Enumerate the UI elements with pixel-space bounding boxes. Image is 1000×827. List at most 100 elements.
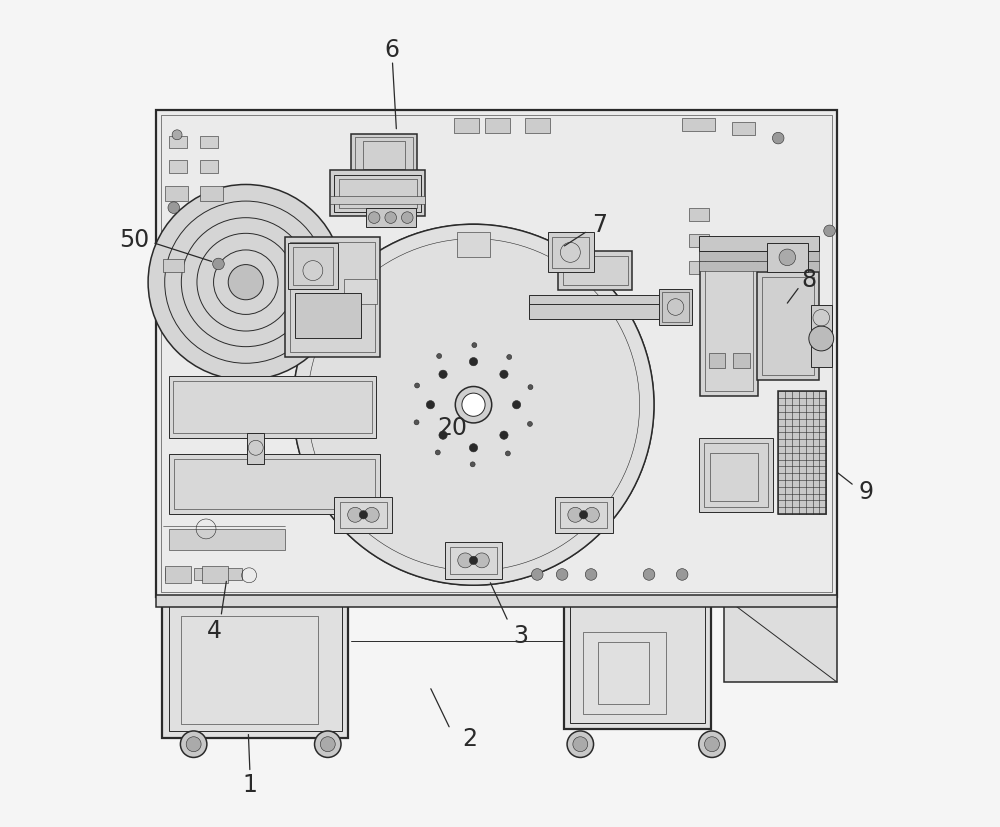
Bar: [200, 161, 218, 174]
Bar: [811, 306, 832, 368]
Text: 3: 3: [513, 624, 528, 647]
Bar: [293, 248, 333, 285]
Bar: [225, 568, 242, 581]
Text: 7: 7: [592, 213, 607, 237]
Circle shape: [585, 569, 597, 581]
Circle shape: [809, 327, 834, 351]
Bar: [339, 179, 417, 208]
Bar: [173, 381, 372, 433]
Circle shape: [320, 737, 335, 752]
Circle shape: [439, 432, 447, 440]
Bar: [700, 252, 758, 397]
Bar: [169, 161, 187, 174]
Circle shape: [779, 250, 796, 266]
Circle shape: [437, 354, 442, 359]
Bar: [682, 119, 715, 132]
Bar: [662, 293, 689, 323]
Text: 1: 1: [243, 772, 257, 796]
Bar: [709, 354, 725, 369]
Bar: [552, 237, 589, 269]
Bar: [295, 294, 361, 339]
Circle shape: [474, 553, 489, 568]
Bar: [689, 208, 709, 222]
Bar: [165, 187, 188, 202]
Circle shape: [567, 731, 594, 758]
Circle shape: [213, 259, 224, 270]
Bar: [548, 233, 594, 273]
Circle shape: [527, 422, 532, 427]
Bar: [445, 543, 502, 579]
Circle shape: [470, 462, 475, 467]
Bar: [156, 595, 837, 607]
Bar: [169, 376, 376, 438]
Bar: [330, 197, 425, 205]
Bar: [194, 568, 210, 581]
Circle shape: [500, 370, 508, 379]
Bar: [767, 244, 808, 273]
Bar: [529, 296, 666, 311]
Text: 8: 8: [801, 268, 816, 291]
Circle shape: [180, 731, 207, 758]
Bar: [689, 235, 709, 248]
Circle shape: [455, 387, 492, 423]
Bar: [181, 616, 318, 724]
Bar: [598, 643, 649, 705]
Bar: [564, 597, 711, 729]
Circle shape: [228, 265, 263, 300]
Bar: [454, 119, 479, 134]
Bar: [200, 136, 218, 149]
Bar: [450, 547, 497, 574]
Bar: [165, 566, 191, 583]
Bar: [169, 603, 342, 731]
Bar: [570, 604, 705, 723]
Circle shape: [568, 508, 583, 523]
Circle shape: [472, 343, 477, 348]
Bar: [162, 597, 348, 738]
Bar: [762, 278, 814, 375]
Text: 2: 2: [462, 726, 477, 749]
Bar: [217, 376, 275, 389]
Circle shape: [528, 385, 533, 390]
Bar: [351, 135, 417, 176]
Text: 6: 6: [385, 38, 400, 61]
Circle shape: [643, 569, 655, 581]
Bar: [200, 187, 223, 202]
Bar: [705, 257, 753, 392]
Bar: [659, 289, 692, 326]
Circle shape: [772, 133, 784, 145]
Circle shape: [148, 185, 344, 380]
Circle shape: [505, 452, 510, 457]
Circle shape: [458, 553, 473, 568]
Bar: [288, 244, 338, 289]
Circle shape: [699, 731, 725, 758]
Circle shape: [531, 569, 543, 581]
Bar: [169, 529, 285, 550]
Bar: [699, 261, 819, 271]
Bar: [290, 242, 375, 352]
Circle shape: [469, 444, 478, 452]
Bar: [529, 304, 666, 319]
Circle shape: [368, 213, 380, 224]
Bar: [560, 502, 607, 528]
Circle shape: [512, 401, 521, 409]
Circle shape: [435, 451, 440, 456]
Bar: [563, 256, 628, 286]
Circle shape: [676, 569, 688, 581]
Bar: [169, 136, 187, 149]
Circle shape: [500, 432, 508, 440]
Bar: [344, 280, 377, 305]
Circle shape: [824, 226, 835, 237]
Text: 50: 50: [119, 228, 149, 251]
Circle shape: [507, 355, 512, 360]
Circle shape: [426, 401, 435, 409]
Circle shape: [556, 569, 568, 581]
Bar: [285, 237, 380, 357]
Bar: [699, 438, 773, 513]
Bar: [699, 237, 819, 251]
Bar: [156, 111, 837, 597]
Bar: [525, 119, 550, 134]
Circle shape: [415, 384, 420, 389]
Bar: [558, 251, 632, 291]
Circle shape: [168, 203, 180, 214]
Circle shape: [469, 557, 478, 565]
